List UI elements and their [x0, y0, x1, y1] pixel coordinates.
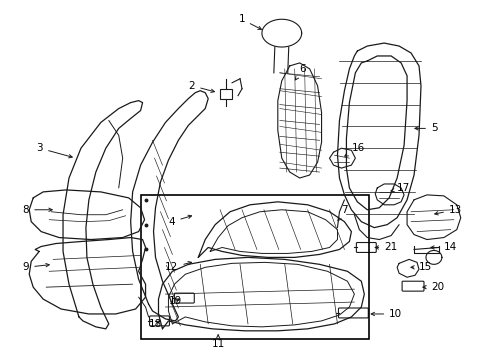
Text: 18: 18: [148, 319, 162, 329]
Text: 21: 21: [375, 243, 397, 252]
Text: 10: 10: [371, 309, 402, 319]
Text: 11: 11: [212, 335, 225, 349]
Text: 7: 7: [338, 205, 348, 221]
Text: 15: 15: [411, 262, 432, 272]
Text: 14: 14: [431, 243, 457, 252]
Text: 13: 13: [435, 205, 462, 215]
Text: 4: 4: [169, 215, 192, 227]
Text: 3: 3: [37, 143, 72, 158]
Text: 1: 1: [238, 14, 262, 30]
Text: 9: 9: [23, 262, 49, 272]
Text: 12: 12: [165, 261, 192, 272]
Text: 6: 6: [295, 64, 306, 80]
Text: 20: 20: [423, 282, 444, 292]
Bar: [220, 89, 232, 99]
Text: 5: 5: [415, 123, 438, 134]
Text: 2: 2: [189, 81, 215, 93]
Bar: [141, 195, 369, 339]
Text: 8: 8: [23, 205, 52, 215]
Text: 17: 17: [391, 183, 411, 193]
Text: 19: 19: [169, 296, 182, 306]
Text: 16: 16: [345, 143, 365, 156]
